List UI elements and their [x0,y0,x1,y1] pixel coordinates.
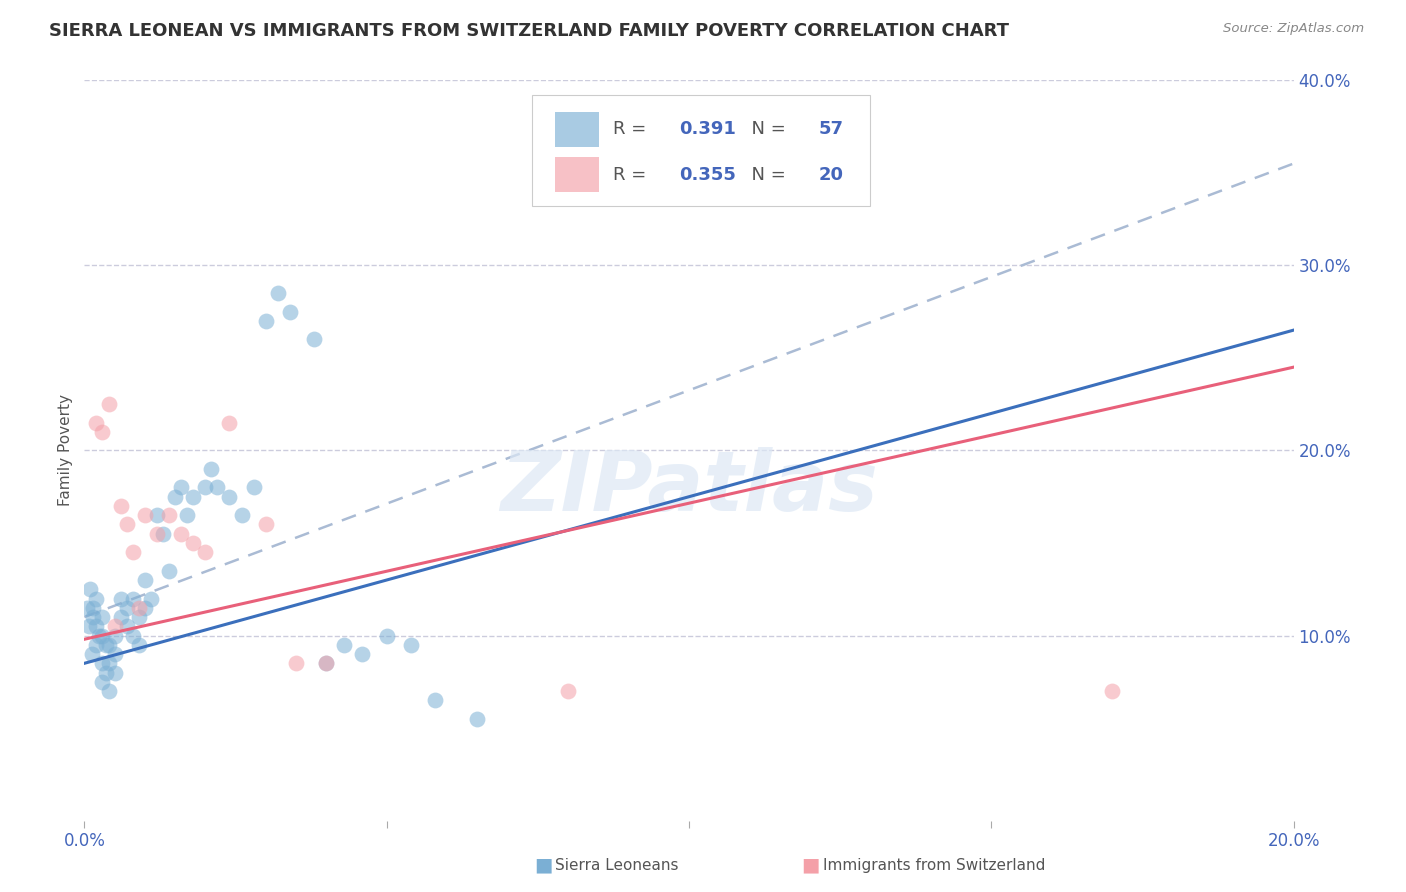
Point [82,600,104,615]
Point [97,684,120,698]
Point [399,638,422,652]
Text: R =: R = [613,166,652,184]
Point [181,536,204,550]
Y-axis label: Family Poverty: Family Poverty [58,394,73,507]
FancyBboxPatch shape [531,95,870,206]
Point [375,628,398,642]
Point [315,657,337,671]
Point [91,610,114,624]
Point [165,490,187,504]
Text: Immigrants from Switzerland: Immigrants from Switzerland [823,858,1045,872]
Point [194,481,217,495]
Point [231,508,253,523]
Point [128,600,150,615]
Point [115,619,138,633]
Point [76,600,98,615]
Point [86,591,108,606]
Point [134,508,156,523]
Point [128,638,150,652]
Text: Source: ZipAtlas.com: Source: ZipAtlas.com [1223,22,1364,36]
Text: R =: R = [613,120,652,138]
Point [91,657,114,671]
Point [218,490,240,504]
Point [423,693,446,707]
Point [110,499,132,513]
Point [194,545,217,559]
Point [302,332,325,346]
Point [557,684,579,698]
Text: SIERRA LEONEAN VS IMMIGRANTS FROM SWITZERLAND FAMILY POVERTY CORRELATION CHART: SIERRA LEONEAN VS IMMIGRANTS FROM SWITZE… [49,22,1010,40]
Point [278,304,301,318]
Point [242,481,264,495]
Point [110,610,132,624]
Point [94,665,117,680]
Point [91,674,114,689]
Point [86,638,108,652]
Point [1101,684,1123,698]
Point [254,517,277,532]
Point [254,314,277,328]
Point [352,647,374,661]
Point [115,600,138,615]
Point [134,573,156,587]
Point [97,397,120,411]
Point [86,416,108,430]
Point [315,657,337,671]
Point [467,712,489,726]
Text: 20: 20 [818,166,844,184]
Point [94,638,117,652]
Point [104,619,127,633]
Point [91,628,114,642]
Point [110,591,132,606]
Point [157,564,180,578]
Point [152,526,174,541]
Point [285,657,308,671]
Point [104,665,127,680]
Point [176,508,198,523]
Point [170,526,193,541]
Point [91,425,114,439]
Text: ■: ■ [534,855,553,875]
Point [139,591,162,606]
Point [207,481,229,495]
Point [97,638,120,652]
Point [128,610,150,624]
Point [77,619,100,633]
Point [104,647,127,661]
Point [121,628,143,642]
Point [104,628,127,642]
Text: 0.391: 0.391 [679,120,737,138]
Point [333,638,356,652]
Point [157,508,180,523]
Text: N =: N = [740,166,792,184]
Point [80,647,103,661]
Point [97,657,120,671]
Point [82,610,104,624]
Text: ZIPatlas: ZIPatlas [501,447,877,528]
Point [121,591,143,606]
Text: Sierra Leoneans: Sierra Leoneans [555,858,679,872]
Point [86,619,108,633]
Point [170,481,193,495]
Point [89,628,111,642]
Point [146,508,169,523]
FancyBboxPatch shape [555,112,599,147]
Point [115,517,138,532]
Point [218,416,240,430]
Point [121,545,143,559]
Point [134,600,156,615]
Point [146,526,169,541]
Text: 0.355: 0.355 [679,166,737,184]
Text: ■: ■ [801,855,820,875]
Point [181,490,204,504]
FancyBboxPatch shape [555,157,599,192]
Point [200,462,222,476]
Text: 57: 57 [818,120,844,138]
Point [267,286,290,301]
Point [79,582,101,597]
Text: N =: N = [740,120,792,138]
